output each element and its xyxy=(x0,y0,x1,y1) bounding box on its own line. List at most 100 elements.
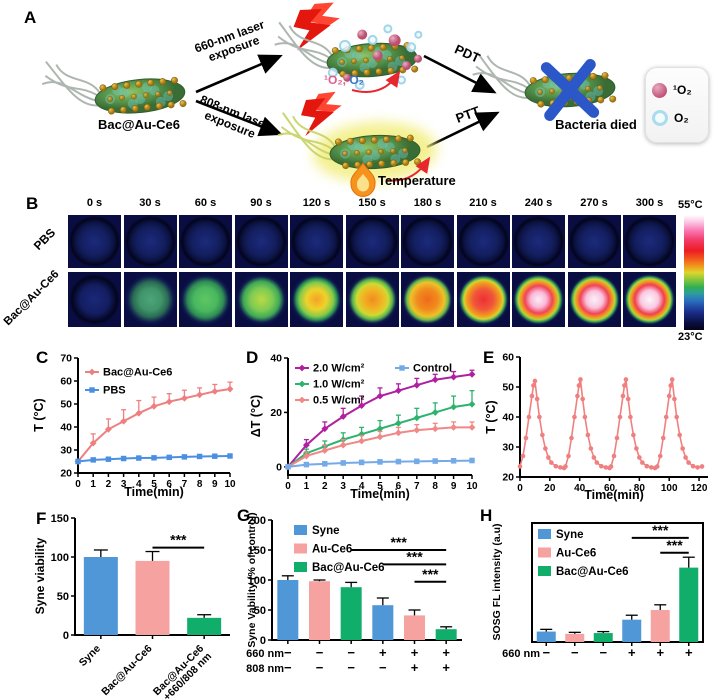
svg-text:70: 70 xyxy=(60,353,72,365)
svg-text:Bac@Au-Ce6: Bac@Au-Ce6 xyxy=(99,643,154,698)
svg-text:0: 0 xyxy=(276,461,282,473)
bacteria-source xyxy=(41,61,187,115)
svg-text:Au-Ce6: Au-Ce6 xyxy=(556,548,596,560)
panel-b-label: B xyxy=(26,194,39,213)
thermal-cell-pbs xyxy=(512,215,565,268)
panel-a-illustration xyxy=(41,2,617,197)
thermal-cell-pbs xyxy=(567,215,621,268)
svg-text:9: 9 xyxy=(451,481,457,492)
svg-text:−: − xyxy=(347,645,355,660)
ros-arrow xyxy=(351,70,401,93)
svg-text:0: 0 xyxy=(75,479,81,490)
oxygen-text: O₂ xyxy=(349,73,365,87)
panel-a-legend: ¹O₂ O₂ xyxy=(645,67,709,143)
svg-text:−: − xyxy=(284,660,292,675)
svg-text:10: 10 xyxy=(466,481,478,492)
svg-text:20: 20 xyxy=(544,483,556,494)
svg-text:50: 50 xyxy=(57,591,69,603)
bacteria-died-label: Bacteria died xyxy=(555,117,637,132)
svg-text:−: − xyxy=(542,645,550,660)
panel-h-chart: SOSG FL intensity (a.u) ******660 nm − − − + +… xyxy=(491,522,704,660)
svg-text:50: 50 xyxy=(254,605,266,617)
thermal-cell-bac xyxy=(68,272,121,327)
svg-text:+: + xyxy=(685,645,693,660)
svg-text:60: 60 xyxy=(502,352,514,364)
legend-row-oxygen: O₂ xyxy=(652,104,702,132)
svg-text:200: 200 xyxy=(248,515,266,527)
svg-text:+: + xyxy=(442,660,450,675)
axes xyxy=(531,522,704,646)
svg-text:8: 8 xyxy=(432,481,438,492)
time-label: 30 s xyxy=(139,197,161,209)
svg-text:40: 40 xyxy=(502,412,514,424)
svg-text:60: 60 xyxy=(60,376,72,388)
series-Control xyxy=(285,457,475,470)
svg-text:8: 8 xyxy=(197,479,203,490)
svg-text:100: 100 xyxy=(248,575,266,587)
svg-text:30: 30 xyxy=(502,442,514,454)
singlet-oxygen-text: ¹O₂, xyxy=(324,73,346,87)
svg-text:Syne: Syne xyxy=(77,643,103,669)
bar xyxy=(340,587,362,640)
thermal-cell-pbs xyxy=(623,215,676,268)
time-label: 150 s xyxy=(358,197,386,209)
singlet-oxygen-icon xyxy=(652,82,667,98)
legend-row-singlet-oxygen: ¹O₂ xyxy=(652,76,702,104)
thermal-row-pbs xyxy=(68,215,679,268)
svg-text:***: *** xyxy=(390,534,407,550)
svg-text:2.0 W/cm²: 2.0 W/cm² xyxy=(313,363,365,375)
laser-bolt-icon xyxy=(301,91,342,137)
svg-text:0: 0 xyxy=(260,635,266,647)
svg-text:−: − xyxy=(284,645,292,660)
bar xyxy=(435,629,457,640)
svg-text:+: + xyxy=(628,645,636,660)
svg-text:7: 7 xyxy=(182,479,188,490)
svg-text:2: 2 xyxy=(106,479,112,490)
svg-text:T (°C): T (°C) xyxy=(484,400,498,433)
svg-text:40: 40 xyxy=(60,422,72,434)
significance-bracket: *** xyxy=(414,566,447,583)
svg-text:660 nm: 660 nm xyxy=(502,648,540,660)
axes: 0 1 2 3 4 5 6 7 8 9 10 20 30 40 50 60 70 xyxy=(60,353,236,491)
svg-text:20: 20 xyxy=(502,472,514,484)
svg-text:***: *** xyxy=(422,566,439,582)
oxygen-label: O₂ xyxy=(674,111,689,125)
svg-text:−: − xyxy=(379,660,387,675)
panel-d-label: D xyxy=(246,348,259,367)
panel-h-label: H xyxy=(480,506,493,525)
time-label: 270 s xyxy=(580,197,608,209)
significance-bracket: *** xyxy=(382,548,447,566)
scheme-arrows xyxy=(195,54,500,149)
bars xyxy=(277,575,457,640)
thermal-cell-bac xyxy=(567,272,621,327)
oxygen-icon xyxy=(652,110,668,126)
svg-text:Bac@Au-Ce6: Bac@Au-Ce6 xyxy=(312,562,385,574)
svg-text:0: 0 xyxy=(63,630,69,642)
svg-text:Bac@Au-Ce6+660/808 nm: Bac@Au-Ce6+660/808 nm xyxy=(151,643,214,700)
time-label: 180 s xyxy=(413,197,442,209)
svg-text:80: 80 xyxy=(634,483,646,494)
svg-text:4: 4 xyxy=(136,479,142,490)
svg-text:−: − xyxy=(571,645,579,660)
thermal-cell-pbs xyxy=(290,215,343,268)
row-label-bac: Bac@Au-Ce6 xyxy=(1,268,62,329)
svg-text:***: *** xyxy=(406,548,423,564)
chart-legend: Syne Au-Ce6 Bac@Au-Ce6 xyxy=(538,529,629,578)
thermal-cell-pbs xyxy=(401,215,454,268)
svg-text:Syne: Syne xyxy=(556,529,584,541)
panel-e-label: E xyxy=(483,348,495,367)
svg-text:−: − xyxy=(599,645,607,660)
laser-bolt-icon xyxy=(293,2,340,51)
panel-g-label: G xyxy=(237,506,251,525)
row-label-pbs: PBS xyxy=(30,225,59,253)
svg-text:808 nm: 808 nm xyxy=(246,663,284,675)
thermal-cell-bac xyxy=(456,272,510,327)
thermal-cell-pbs xyxy=(123,215,177,268)
panel-c-chart: 0 1 2 3 4 5 6 7 8 9 10 20 30 40 50 60 70 Time(min) T (°C) B… xyxy=(32,353,236,500)
svg-text:20: 20 xyxy=(60,468,72,480)
chart-legend: Syne Au-Ce6 Bac@Au-Ce6 xyxy=(294,525,385,574)
